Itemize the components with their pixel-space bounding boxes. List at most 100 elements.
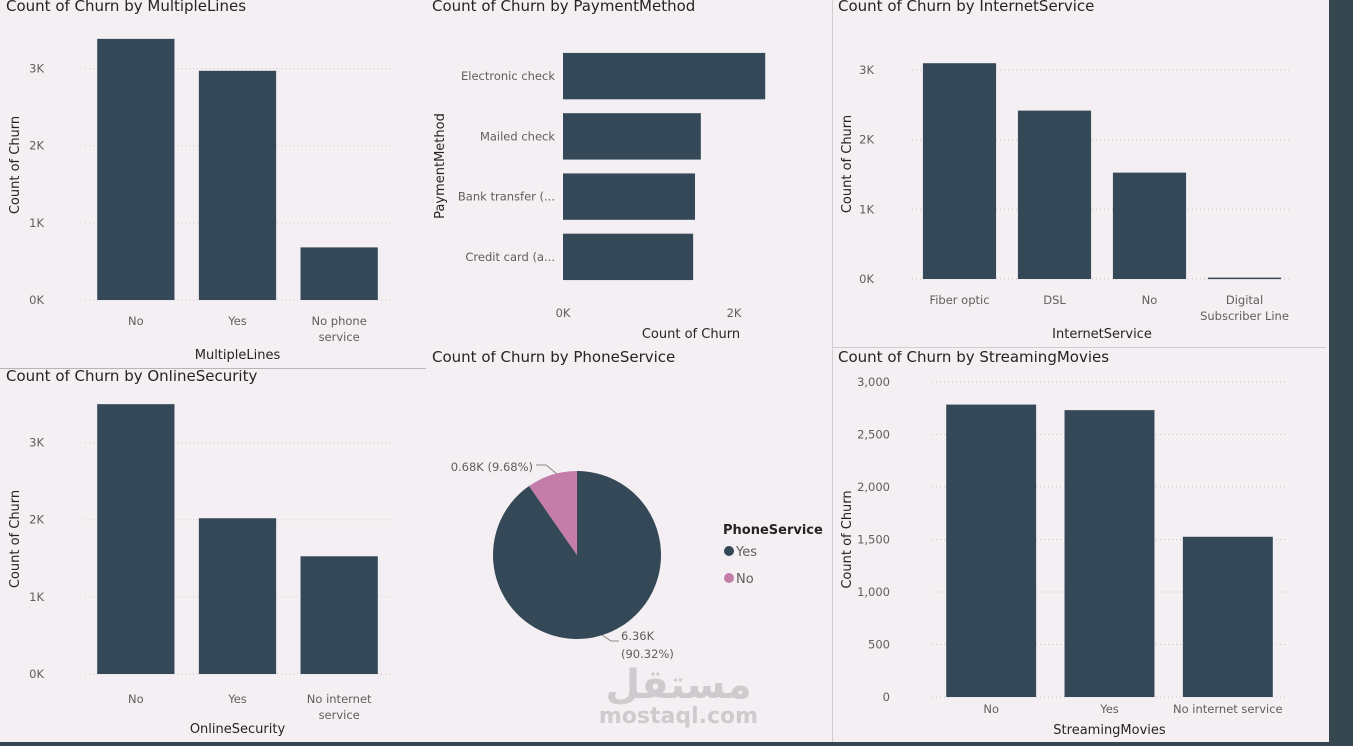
bar: [198, 518, 277, 674]
y-tick-label: 0K: [29, 293, 44, 307]
bar: [1112, 172, 1187, 279]
chart-onlinesecurity[interactable]: Count of Churn by OnlineSecurity 0K 1K 2K 3…: [0, 370, 426, 742]
chart-title: Count of Churn by OnlineSecurity: [6, 370, 258, 385]
divider-horizontal: [0, 368, 426, 369]
chart-internetservice[interactable]: Count of Churn by InternetService 0K 1K 2K…: [832, 0, 1326, 347]
chart-phoneservice[interactable]: Count of Churn by PhoneService 6.36K (90.…: [426, 351, 832, 742]
leader-line: [601, 634, 619, 642]
y-tick-label: 0K: [29, 667, 44, 681]
y-axis-title: Count of Churn: [840, 490, 855, 588]
data-label: (90.32%): [621, 647, 674, 661]
y-tick-label: 2K: [859, 133, 874, 147]
y-tick-label: 3,000: [857, 375, 890, 389]
x-tick-label: Digital Subscriber Line: [1200, 293, 1289, 323]
chart-title: Count of Churn by StreamingMovies: [838, 351, 1110, 366]
legend-label: No: [736, 572, 754, 587]
bar-chart-svg[interactable]: 0K 1K 2K 3K No Yes No internet service OnlineSec…: [0, 370, 426, 742]
bar-chart-svg[interactable]: 0K 1K 2K 3K Fiber optic DSL No Digital Subscribe…: [832, 0, 1326, 347]
bar: [946, 404, 1037, 697]
right-sidebar: [1329, 0, 1353, 746]
y-axis-title: Count of Churn: [8, 116, 23, 214]
bar: [563, 173, 696, 220]
bar: [922, 63, 997, 279]
bar: [1182, 536, 1273, 697]
y-tick-label: 2K: [29, 139, 44, 153]
chart-title: Count of Churn by PhoneService: [432, 351, 676, 366]
y-tick-label: Credit card (a...: [465, 250, 555, 264]
y-tick-label: 2K: [29, 513, 44, 527]
x-axis-title: InternetService: [1052, 327, 1152, 342]
leader-line: [536, 464, 558, 475]
x-tick-label: No: [983, 702, 999, 716]
bottom-border: [0, 742, 1353, 746]
y-tick-label: 1K: [29, 590, 44, 604]
y-tick-label: Mailed check: [480, 129, 555, 143]
x-axis-title: Count of Churn: [642, 327, 740, 342]
bar: [97, 404, 175, 674]
x-tick-label: Yes: [227, 314, 247, 328]
x-axis-title: StreamingMovies: [1053, 723, 1166, 738]
chart-paymentmethod[interactable]: Count of Churn by PaymentMethod Electron…: [426, 0, 832, 347]
chart-title: Count of Churn by MultipleLines: [6, 0, 247, 15]
y-tick-label: 500: [868, 638, 890, 652]
data-label: 6.36K: [621, 629, 655, 643]
y-tick-label: 1,000: [857, 585, 890, 599]
y-axis-title: PaymentMethod: [433, 113, 448, 219]
chart-title: Count of Churn by PaymentMethod: [432, 0, 696, 15]
legend-title: PhoneService: [723, 523, 823, 538]
chart-multiplelines[interactable]: Count of Churn by MultipleLines 0K 1K 2K 3K…: [0, 0, 426, 368]
y-tick-label: 1K: [29, 216, 44, 230]
pie-chart-svg[interactable]: 6.36K (90.32%) 0.68K (9.68%) PhoneService Ye…: [426, 351, 832, 742]
legend-marker: [724, 573, 734, 583]
y-tick-label: 2,000: [857, 480, 890, 494]
divider-vertical: [832, 0, 833, 742]
y-axis-title: Count of Churn: [8, 490, 23, 588]
x-tick-label: DSL: [1043, 293, 1066, 307]
bar: [300, 556, 378, 674]
y-tick-label: 0K: [859, 272, 874, 286]
bar: [300, 247, 378, 300]
watermark-latin: mostaql.com: [598, 704, 759, 729]
bar-chart-svg[interactable]: 0 500 1,000 1,500 2,000 2,500 3,000 No Yes No int…: [832, 351, 1326, 742]
bar: [563, 52, 766, 100]
x-tick-label: No phone service: [312, 314, 367, 344]
data-label: 0.68K (9.68%): [451, 460, 533, 474]
bar: [563, 113, 701, 160]
y-tick-label: 3K: [29, 62, 44, 76]
x-tick-label: Yes: [227, 692, 247, 706]
y-tick-label: Bank transfer (...: [458, 190, 555, 204]
bar: [1207, 277, 1282, 280]
chart-title: Count of Churn by InternetService: [838, 0, 1095, 15]
legend-label: Yes: [735, 545, 757, 560]
y-tick-label: 2,500: [857, 428, 890, 442]
y-tick-label: 1,500: [857, 533, 890, 547]
y-tick-label: 3K: [859, 63, 874, 77]
x-tick-label: Yes: [1099, 702, 1119, 716]
y-tick-label: Electronic check: [461, 69, 555, 83]
bar: [563, 233, 694, 281]
bar: [1064, 410, 1155, 697]
x-tick-label: No: [1142, 293, 1158, 307]
bar-chart-svg[interactable]: Electronic check Mailed check Bank transfe…: [426, 0, 832, 347]
y-tick-label: 3K: [29, 436, 44, 450]
divider-horizontal: [832, 347, 1326, 348]
y-tick-label: 0: [883, 690, 890, 704]
x-axis-title: OnlineSecurity: [190, 722, 286, 737]
bar: [97, 38, 175, 300]
bar-chart-svg[interactable]: 0K 1K 2K 3K No Yes No phone service MultipleLine…: [0, 0, 426, 368]
x-tick-label: 0K: [556, 306, 571, 320]
y-axis-title: Count of Churn: [840, 115, 855, 213]
chart-streamingmovies[interactable]: Count of Churn by StreamingMovies 0 500 1,…: [832, 351, 1326, 742]
x-tick-label: No: [128, 692, 144, 706]
pie-slice: [529, 471, 577, 555]
x-tick-label: 2K: [727, 306, 742, 320]
legend-marker: [724, 546, 734, 556]
x-tick-label: No internet service: [307, 692, 372, 722]
bar: [1017, 110, 1092, 279]
watermark: مستقل mostaql.com: [596, 665, 761, 729]
x-tick-label: Fiber optic: [929, 293, 989, 307]
x-tick-label: No internet service: [1173, 702, 1283, 716]
x-axis-title: MultipleLines: [195, 348, 281, 363]
bar: [198, 70, 277, 301]
x-tick-label: No: [128, 314, 144, 328]
